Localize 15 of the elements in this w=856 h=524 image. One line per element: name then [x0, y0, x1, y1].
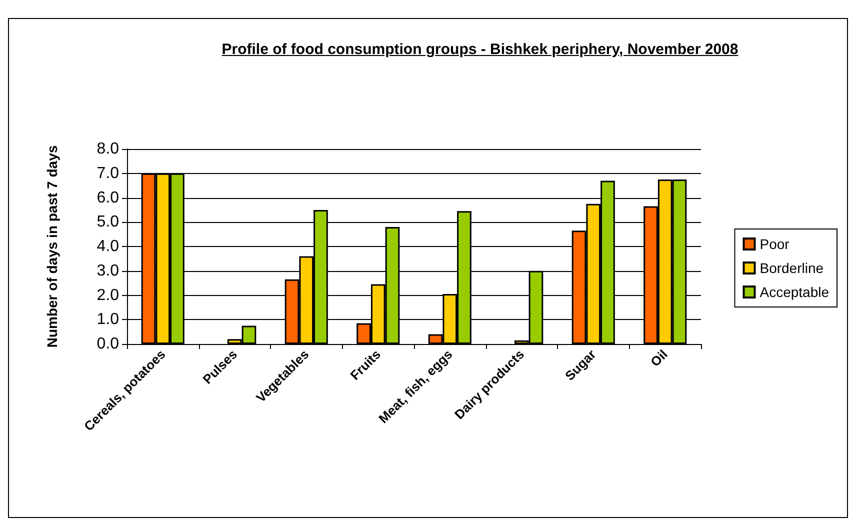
y-tick-label: 0.0: [96, 336, 120, 352]
x-tick-label: Oil: [648, 346, 670, 370]
y-tick-label: 2.0: [96, 286, 120, 304]
y-axis-title: Number of days in past 7 days: [44, 145, 60, 348]
y-tick-label: 4.0: [96, 238, 120, 255]
y-tick-label: 6.0: [96, 189, 120, 206]
legend-label: Borderline: [760, 260, 824, 276]
y-tick-label: 1.0: [96, 311, 120, 328]
chart-title: Profile of food consumption groups - Bishkek periphery, November 2008: [220, 40, 740, 59]
y-tick-label: 5.0: [96, 214, 120, 231]
legend-label: Acceptable: [760, 284, 830, 300]
y-tick-label: 7.0: [96, 164, 120, 182]
y-tick-label: 3.0: [96, 262, 120, 280]
y-tick-label: 8.0: [96, 140, 120, 158]
legend-label: Poor: [760, 236, 790, 252]
